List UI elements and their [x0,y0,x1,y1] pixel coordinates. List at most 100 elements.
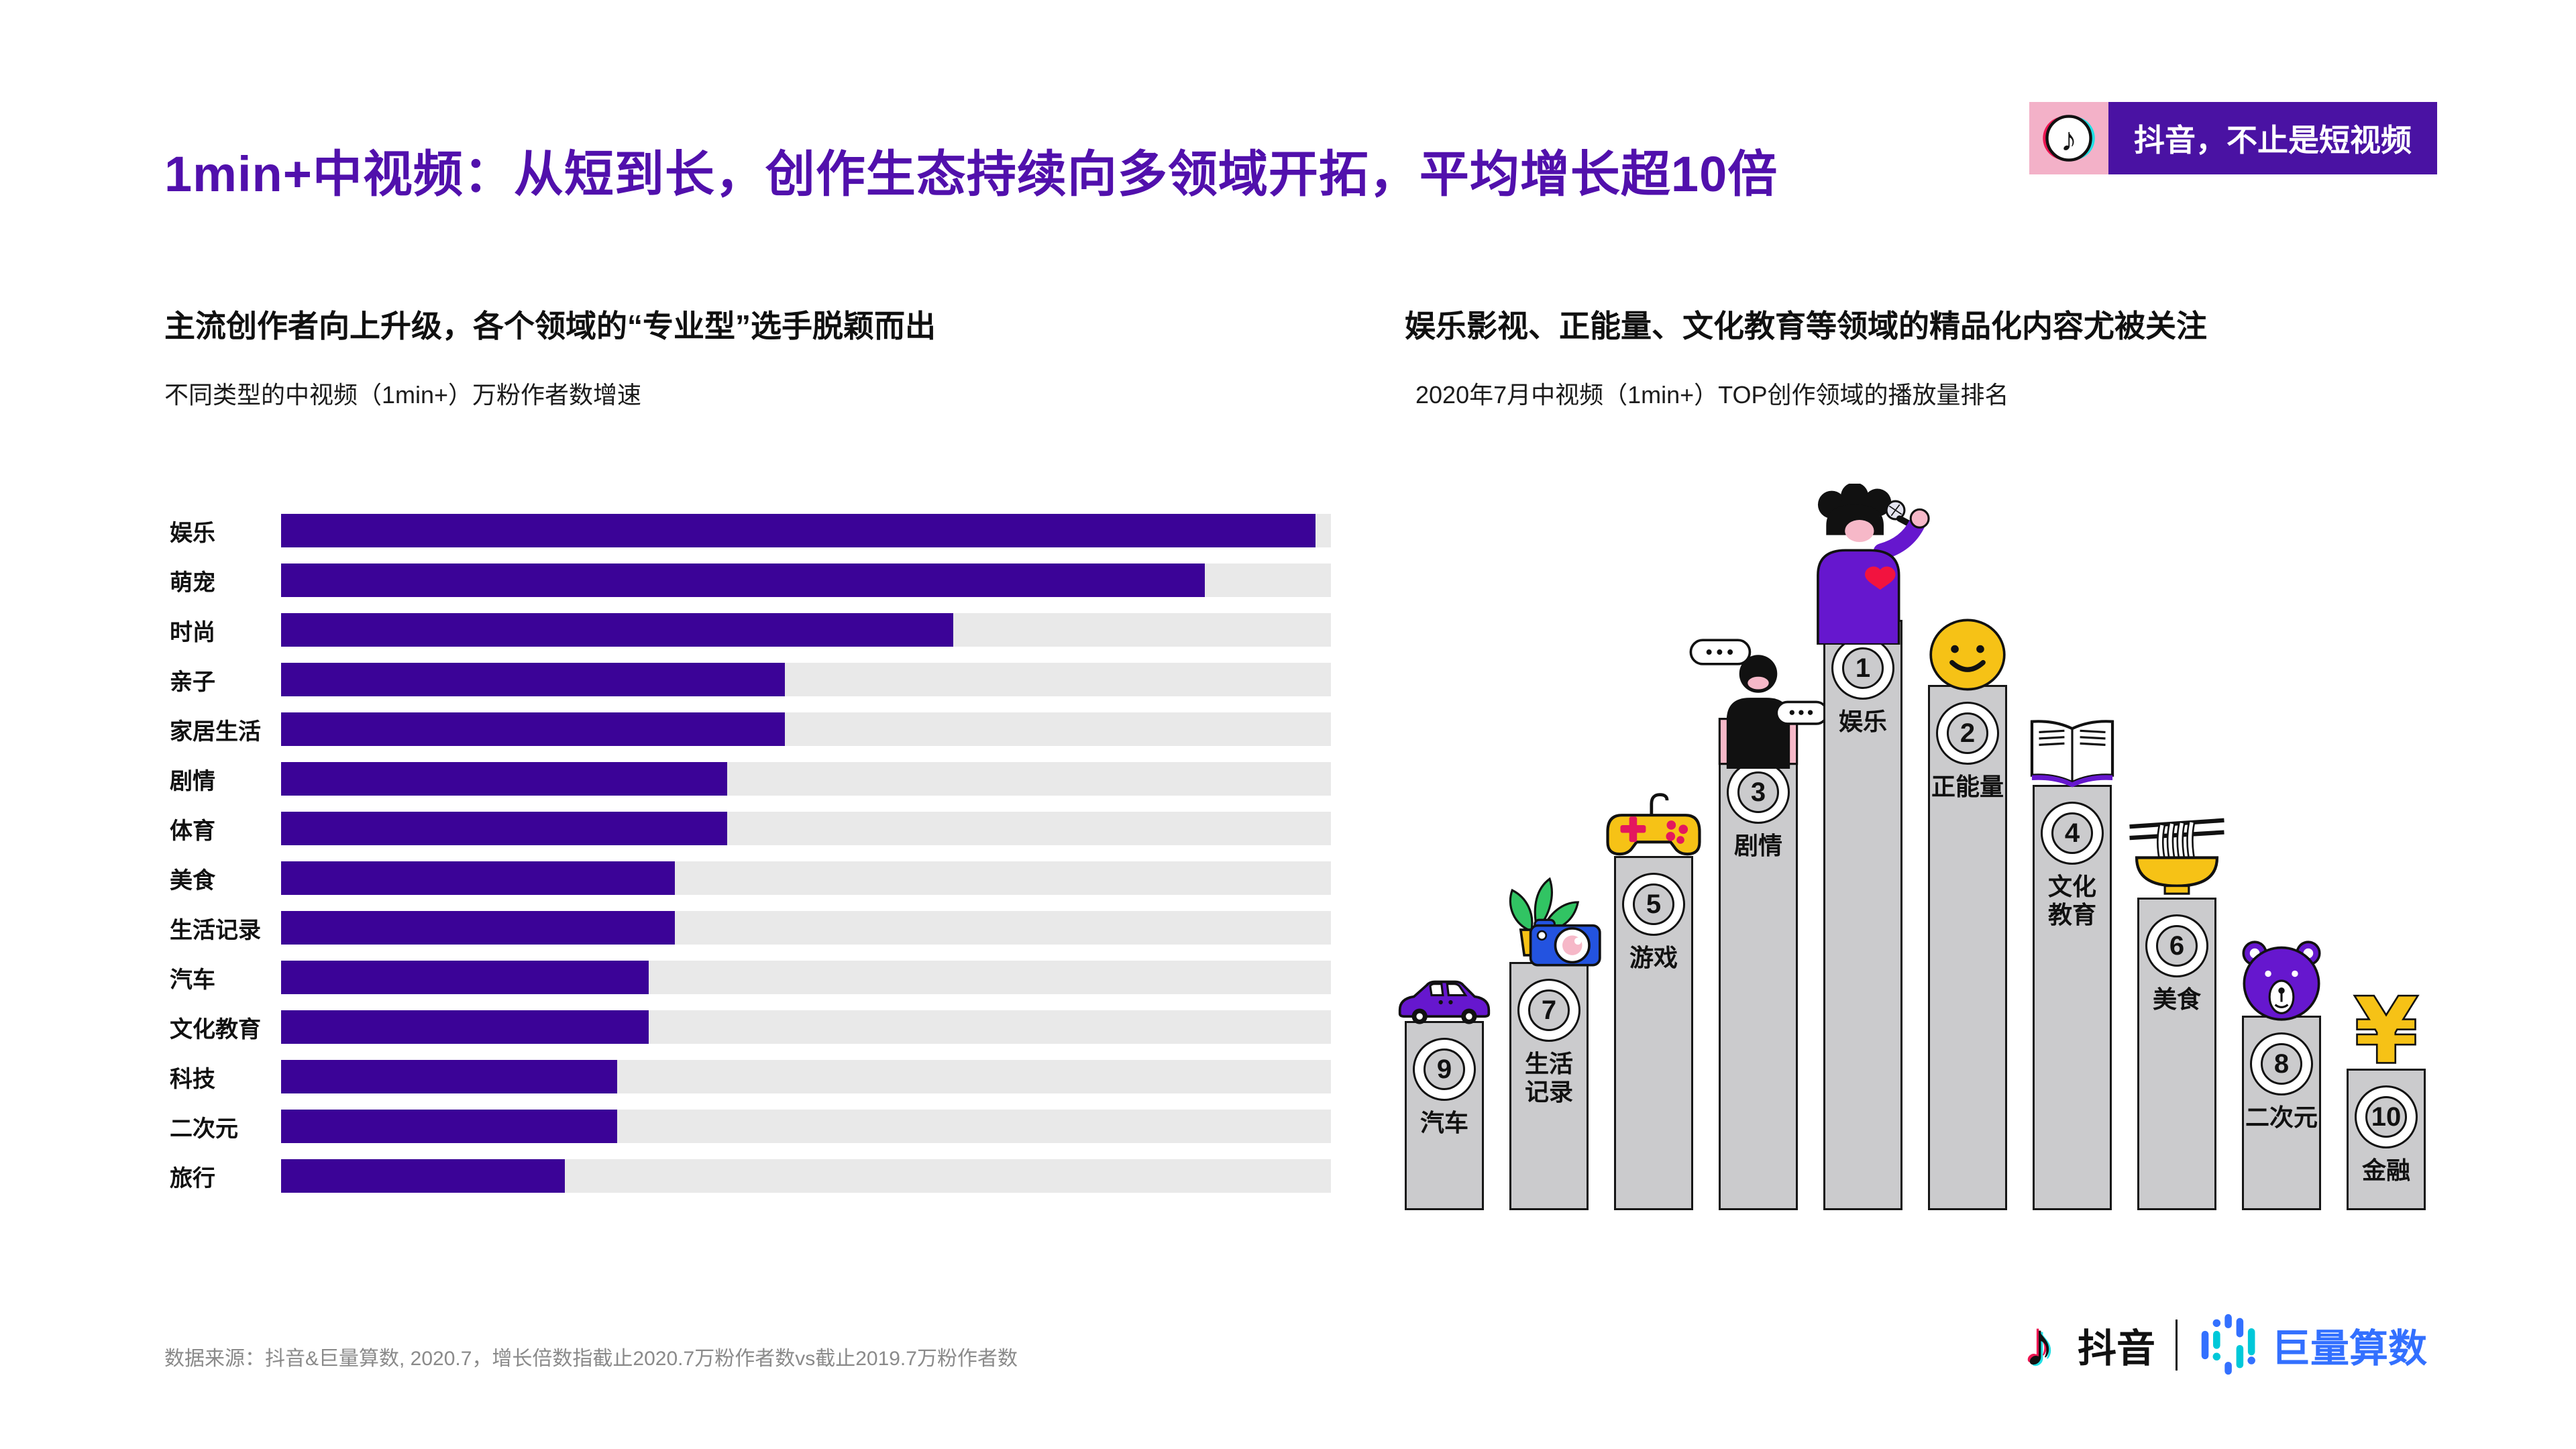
bar-fill [281,613,953,647]
smiley-icon [1928,617,2007,692]
bar-category-label: 汽车 [170,967,215,993]
podium-column: 1 娱乐 [1817,482,1930,1210]
podium-category-label: 文化 教育 [2047,873,2096,929]
bar-category-label: 体育 [170,818,215,844]
bar-fill [281,1010,649,1044]
bar-fill [281,812,728,845]
rank-circle: 1 [1831,637,1894,700]
bar-category-label: 时尚 [170,619,215,645]
bar-fill [281,861,675,895]
source-note: 数据来源：抖音&巨量算数, 2020.7，增长倍数指截止2020.7万粉作者数v… [164,1348,1018,1370]
bar-track [281,1010,1331,1044]
podium-category-label: 剧情 [1733,832,1782,859]
bar-category-label: 科技 [170,1066,215,1092]
podium-category-label: 正能量 [1931,773,2004,800]
douyin-badge: ♪ 抖音，不止是短视频 [2029,102,2437,174]
bar-row: 科技 [170,1060,1331,1093]
douyin-note-icon: ♪ [2029,102,2108,174]
brand-divider [2175,1320,2178,1371]
footer-brandbar: ♪ ♪ ♪ 抖音 [2010,1305,2427,1385]
bar-fill [281,514,1316,547]
podium-column: 4 文化 教育 [2030,720,2114,1210]
bar-fill [281,1110,617,1143]
svg-text:♪: ♪ [2024,1310,2055,1379]
bar-category-label: 二次元 [170,1116,238,1142]
douyin-brand: ♪ ♪ ♪ 抖音 [2010,1308,2155,1381]
podium-column: 2 正能量 [1928,619,2007,1210]
bar-track [281,514,1331,547]
podium-column: 7 生活 记录 [1509,877,1601,1210]
rank-circle: 2 [1936,702,1999,765]
noodle-bowl-icon [2124,810,2230,905]
bar-fill [281,712,786,746]
rank-number: 7 [1528,989,1570,1031]
rank-number: 1 [1842,647,1884,689]
bar-fill [281,911,675,945]
bar-category-label: 美食 [170,867,215,894]
bar-category-label: 剧情 [170,768,215,794]
singer-icon [1776,482,1949,646]
podium-column: 8 二次元 [2242,941,2321,1210]
bar-track [281,812,1331,845]
left-panel-heading: 主流创作者向上升级，各个领域的“专业型”选手脱颖而出 [164,309,936,343]
right-panel-heading: 娱乐影视、正能量、文化教育等领域的精品化内容尤被关注 [1405,309,2207,343]
svg-text:♪: ♪ [2022,1310,2053,1377]
bar-row: 旅行 [170,1159,1331,1193]
bar-row: 汽车 [170,961,1331,994]
rank-number: 8 [2261,1043,2302,1085]
douyin-note-footer-icon: ♪ ♪ ♪ [2010,1308,2068,1381]
bar-category-label: 旅行 [170,1165,215,1191]
bar-row: 娱乐 [170,514,1331,547]
bear-icon [2235,938,2328,1023]
bar-row: 生活记录 [170,911,1331,945]
top-categories-podium: 9 汽车 7 生活 记录 5 游戏 3 剧情 1 娱乐 2 正能量 4 文化 教育 [1398,482,2428,1210]
rank-number: 3 [1737,771,1779,813]
rank-circle: 10 [2355,1085,2418,1148]
bar-row: 亲子 [170,663,1331,696]
bar-track [281,861,1331,895]
bar-row: 家居生活 [170,712,1331,746]
juliang-suanshu-icon [2198,1313,2262,1377]
podium-category-label: 汽车 [1419,1109,1468,1136]
bar-track [281,712,1331,746]
bar-row: 二次元 [170,1110,1331,1143]
rank-number: 9 [1424,1049,1465,1090]
bar-category-label: 生活记录 [170,917,261,943]
yuan-icon: ¥ [2344,977,2428,1085]
rank-circle: 4 [2041,802,2104,865]
bar-track [281,1110,1331,1143]
bar-fill [281,1060,617,1093]
rank-circle: 6 [2145,914,2208,977]
juliang-brand-label: 巨量算数 [2271,1327,2427,1371]
rank-circle: 7 [1517,979,1580,1042]
bar-category-label: 娱乐 [170,520,215,546]
bar-row: 萌宠 [170,564,1331,597]
podium-category-label: 美食 [2152,985,2201,1013]
bar-fill [281,663,786,696]
podium-category-label: 娱乐 [1838,708,1887,735]
bar-fill [281,961,649,994]
bar-row: 时尚 [170,613,1331,647]
left-chart-subtitle: 不同类型的中视频（1min+）万粉作者数增速 [164,381,642,409]
page-title: 1min+中视频：从短到长，创作生态持续向多领域开拓，平均增长超10倍 [164,146,1778,202]
bar-track [281,961,1331,994]
bar-row: 美食 [170,861,1331,895]
rank-number: 4 [2051,812,2093,854]
bar-category-label: 家居生活 [170,718,261,745]
bar-track [281,564,1331,597]
podium-column: 6 美食 [2129,818,2224,1210]
podium-category-label: 游戏 [1629,944,1678,971]
car-icon [1391,975,1497,1028]
bar-track [281,613,1331,647]
rank-circle: 3 [1727,761,1790,824]
bar-track [281,762,1331,796]
bar-fill [281,762,728,796]
podium-column: 3 剧情 [1689,639,1829,1210]
bar-category-label: 亲子 [170,669,215,695]
book-icon [2019,714,2125,792]
bar-fill [281,564,1205,597]
bar-track [281,1159,1331,1193]
rank-circle: 5 [1622,873,1685,936]
douyin-brand-label: 抖音 [2077,1327,2155,1371]
podium-column: 5 游戏 [1606,793,1701,1210]
